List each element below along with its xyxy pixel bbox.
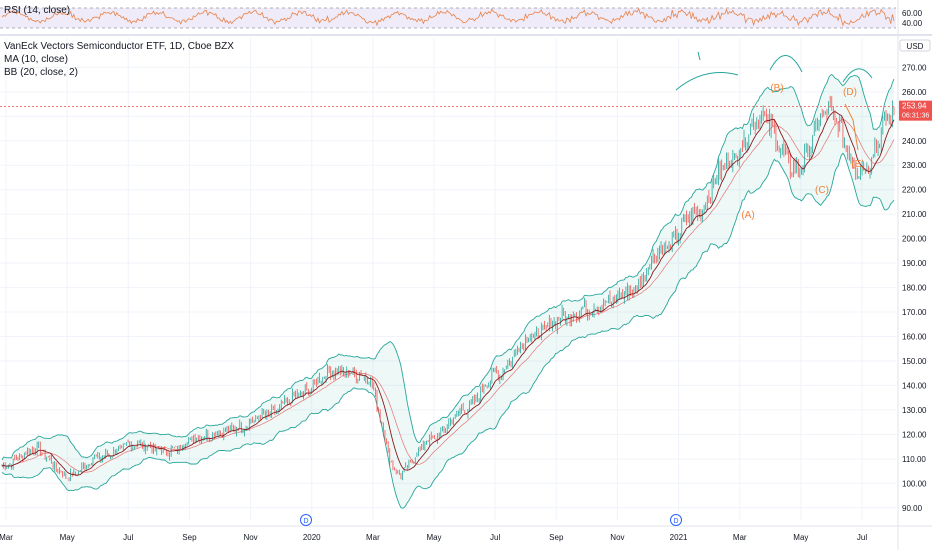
time-tick-label: May xyxy=(426,533,441,542)
price-tick-label: 130.00 xyxy=(902,406,927,415)
time-tick-label: Jul xyxy=(857,533,867,542)
price-tick-label: 170.00 xyxy=(902,308,927,317)
tick-drawing xyxy=(697,51,701,61)
price-tick-label: 160.00 xyxy=(902,332,927,341)
time-tick-label: Mar xyxy=(733,533,747,542)
arc-drawing xyxy=(769,55,803,73)
last-price-label: 253.94 xyxy=(902,102,927,111)
dividend-label: D xyxy=(303,518,308,525)
symbol-title[interactable]: VanEck Vectors Semiconductor ETF, 1D, Cb… xyxy=(4,41,234,52)
rsi-label: RSI (14, close) xyxy=(4,5,71,16)
price-tick-label: 220.00 xyxy=(902,186,927,195)
time-tick-label: Mar xyxy=(0,533,13,542)
time-tick-label: May xyxy=(793,533,808,542)
currency-label: USD xyxy=(907,42,924,51)
rsi-tick-label: 40.00 xyxy=(902,19,923,28)
bb-upper xyxy=(1,73,895,461)
price-tick-label: 230.00 xyxy=(902,161,927,170)
wave-arrow xyxy=(844,103,859,151)
time-tick-label: Nov xyxy=(610,533,624,542)
moving-average xyxy=(0,106,896,476)
time-tick-label: 2021 xyxy=(670,533,688,542)
legend: VanEck Vectors Semiconductor ETF, 1D, Cb… xyxy=(4,40,234,79)
dividend-marker xyxy=(300,514,312,526)
bb-fill xyxy=(2,74,894,509)
wave-label: (C) xyxy=(815,185,829,196)
arc-drawing xyxy=(842,68,873,83)
time-tick-label: Jul xyxy=(123,533,133,542)
ma-legend[interactable]: MA (10, close) xyxy=(4,54,68,65)
price-tick-label: 200.00 xyxy=(902,235,927,244)
price-tick-label: 110.00 xyxy=(902,455,926,464)
ma-line xyxy=(1,111,895,476)
price-tick-label: 210.00 xyxy=(902,210,927,219)
price-tick-label: 90.00 xyxy=(902,504,923,513)
price-tick-label: 180.00 xyxy=(902,284,927,293)
last-price-badge xyxy=(899,100,932,121)
grid xyxy=(0,38,896,520)
time-tick-label: Mar xyxy=(366,533,380,542)
wave-label: (D) xyxy=(843,87,857,98)
time-tick-label: Sep xyxy=(549,533,564,542)
price-tick-label: 270.00 xyxy=(902,63,927,72)
wave-label: (B) xyxy=(770,83,783,94)
bb-lower xyxy=(1,152,895,509)
wave-annotations: (A) (B) (C) (D) (E) xyxy=(675,51,873,221)
rsi-line xyxy=(1,7,895,27)
time-tick-label: Jul xyxy=(490,533,500,542)
wave-label: (A) xyxy=(741,210,754,221)
currency-badge xyxy=(899,39,931,52)
price-tick-label: 190.00 xyxy=(902,259,927,268)
price-tick-label: 120.00 xyxy=(902,430,927,439)
dividend-label: D xyxy=(673,518,678,525)
price-tick-label: 100.00 xyxy=(902,479,927,488)
price-tick-label: 150.00 xyxy=(902,357,927,366)
wave-label: (E) xyxy=(851,159,864,170)
price-tick-label: 140.00 xyxy=(902,381,927,390)
arc-drawing xyxy=(675,72,739,91)
rsi-tick-label: 60.00 xyxy=(902,9,923,18)
bb-legend[interactable]: BB (20, close, 2) xyxy=(4,67,78,78)
time-tick-label: Nov xyxy=(243,533,257,542)
bollinger-bands xyxy=(1,73,895,509)
price-tick-label: 260.00 xyxy=(902,88,927,97)
countdown-label: 06:31:36 xyxy=(902,113,929,120)
time-tick-label: May xyxy=(60,533,75,542)
price-tick-label: 240.00 xyxy=(902,137,927,146)
rsi-legend: RSI (14, close) xyxy=(4,5,70,16)
time-tick-label: 2020 xyxy=(303,533,321,542)
time-tick-label: Sep xyxy=(182,533,197,542)
dividend-marker xyxy=(670,514,682,526)
